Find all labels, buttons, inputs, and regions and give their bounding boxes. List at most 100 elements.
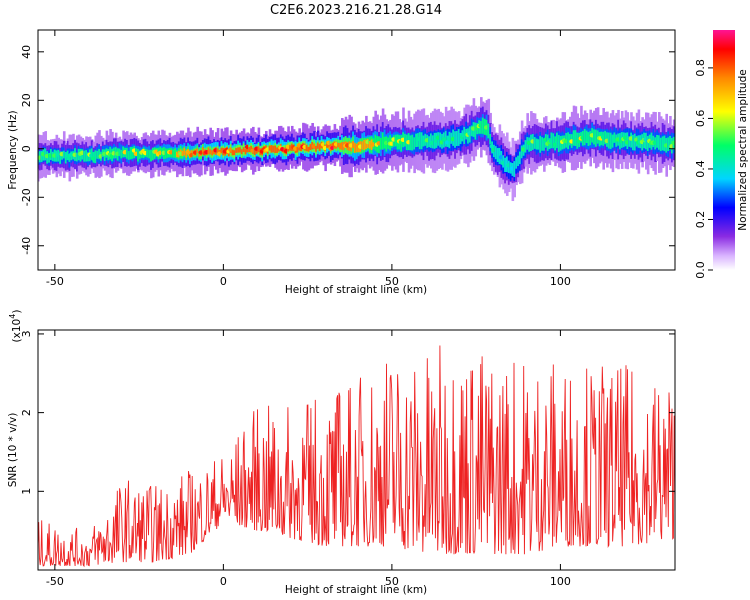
spectrogram-cell (98, 148, 101, 160)
spectrogram-cell (539, 135, 542, 153)
spectrogram-cell (181, 150, 185, 157)
colorbar-tick-label: 0.2 (694, 211, 707, 229)
svg-text:(x104): (x104) (8, 310, 23, 343)
spectrogram-cell (669, 135, 672, 151)
colorbar-tick-label: 0.0 (694, 261, 707, 279)
spectrogram-cell (352, 141, 355, 149)
spectrogram-cell (127, 150, 131, 160)
spectrogram-cell (611, 134, 615, 148)
spectrogram-cell (253, 148, 257, 155)
spectrogram-cell (305, 144, 309, 152)
spectrogram-cell (457, 129, 461, 146)
snr-plot (38, 345, 675, 568)
x-tick-label: -50 (46, 275, 64, 288)
spectrogram-cell (242, 147, 246, 153)
y-tick-label: 40 (20, 45, 33, 59)
spectrogram-cell (240, 149, 244, 155)
spectrogram-cell (174, 148, 177, 158)
spectrogram-cell (207, 147, 211, 155)
y-tick-label: 1 (20, 488, 33, 495)
spectrogram-cell (94, 150, 98, 164)
spectrogram-cell (355, 144, 359, 153)
spectrogram-cell (151, 147, 155, 161)
spectrogram-cell (59, 151, 62, 165)
spectrogram-cell (137, 149, 140, 162)
spectrogram-cell (374, 134, 377, 151)
spectrogram-cell (583, 128, 587, 146)
spectrogram-ticks: -50 0 50 100 -40 -20 0 20 40 (20, 30, 675, 288)
spectrogram-cell (318, 143, 322, 152)
spectrogram-plot (38, 97, 675, 202)
spectrogram-cell (87, 152, 90, 162)
spectrogram-cell (429, 133, 433, 148)
x-tick-label: 0 (220, 575, 227, 588)
spectrogram-cell (557, 134, 561, 152)
spectrogram-cell (411, 134, 415, 151)
snr-scale-exponent: 4 (8, 314, 17, 319)
spectrogram-cell (118, 148, 122, 157)
colorbar-ticks: 0.0 0.2 0.4 0.6 0.8 (694, 59, 713, 279)
spectrogram-cell (309, 144, 313, 151)
y-tick-label: 20 (20, 93, 33, 107)
spectrogram-cell (633, 133, 637, 151)
spectrogram-cell (585, 130, 589, 144)
spectrogram-cell (420, 132, 424, 150)
snr-x-axis-label: Height of straight line (km) (285, 584, 427, 596)
spectrogram-cell (455, 130, 459, 146)
spectrogram-cell (209, 149, 212, 155)
spectrogram-cell (454, 131, 457, 148)
spectrogram-cell (496, 148, 500, 162)
spectrogram-cell (235, 148, 238, 153)
spectrogram-cell (131, 147, 135, 159)
spectrogram-cell (231, 149, 235, 156)
spectrogram-cell (341, 142, 344, 150)
spectrogram-cell (667, 137, 670, 152)
spectrogram-cell (659, 137, 663, 152)
spectrogram-cell (337, 142, 340, 148)
colorbar-tick-label: 0.4 (694, 160, 707, 178)
spectrogram-cell (150, 149, 153, 162)
spectrogram-cell (196, 148, 200, 154)
spectrogram-cell (607, 132, 611, 149)
x-tick-label: 100 (550, 575, 571, 588)
spectrogram-cell (62, 150, 66, 159)
spectrogram-cell (233, 150, 237, 156)
y-tick-label: 0 (20, 145, 33, 152)
spectrogram-cell (316, 142, 320, 149)
spectrogram-cell (404, 133, 407, 147)
spectrogram-cell (185, 150, 188, 158)
snr-frame (37, 329, 676, 571)
spectrogram-cell (148, 150, 151, 159)
spectrogram-cell (428, 136, 431, 148)
spectrogram-cell (594, 129, 598, 147)
spectrogram-cell (489, 133, 492, 145)
colorbar-tick-label: 0.8 (694, 59, 707, 77)
spectrogram-cell (379, 137, 383, 150)
spectrogram-cell (274, 145, 277, 154)
snr-scale-note: (x104) (8, 310, 23, 343)
spectrogram-cell (361, 141, 364, 150)
chart-title: C2E6.2023.216.21.28.G14 (270, 3, 442, 18)
spectrogram-cell (628, 136, 631, 147)
spectrogram-cell (138, 150, 142, 159)
spectrogram-cell (409, 135, 413, 151)
spectrogram-cell (381, 132, 385, 150)
spectrogram-cell (487, 123, 491, 139)
spectrogram-cell (96, 150, 99, 159)
spectrogram-cell (663, 135, 667, 152)
spectrogram-cell (183, 147, 187, 156)
spectrogram-cell (474, 122, 478, 140)
spectrogram-cell (504, 157, 507, 172)
spectrogram-cell (415, 133, 418, 148)
spectrogram-cell (268, 145, 272, 151)
spectrogram-cell (75, 152, 79, 162)
spectrogram-cell (326, 141, 329, 148)
spectrogram-cell (216, 148, 220, 154)
spectrogram-cell (587, 132, 591, 147)
spectrogram-cell (632, 134, 635, 151)
colorbar-label: Normalized spectral amplitude (737, 69, 749, 230)
spectrogram-cell (296, 146, 300, 153)
spectrogram-cell (515, 157, 518, 169)
spectrogram-cell (239, 147, 242, 153)
